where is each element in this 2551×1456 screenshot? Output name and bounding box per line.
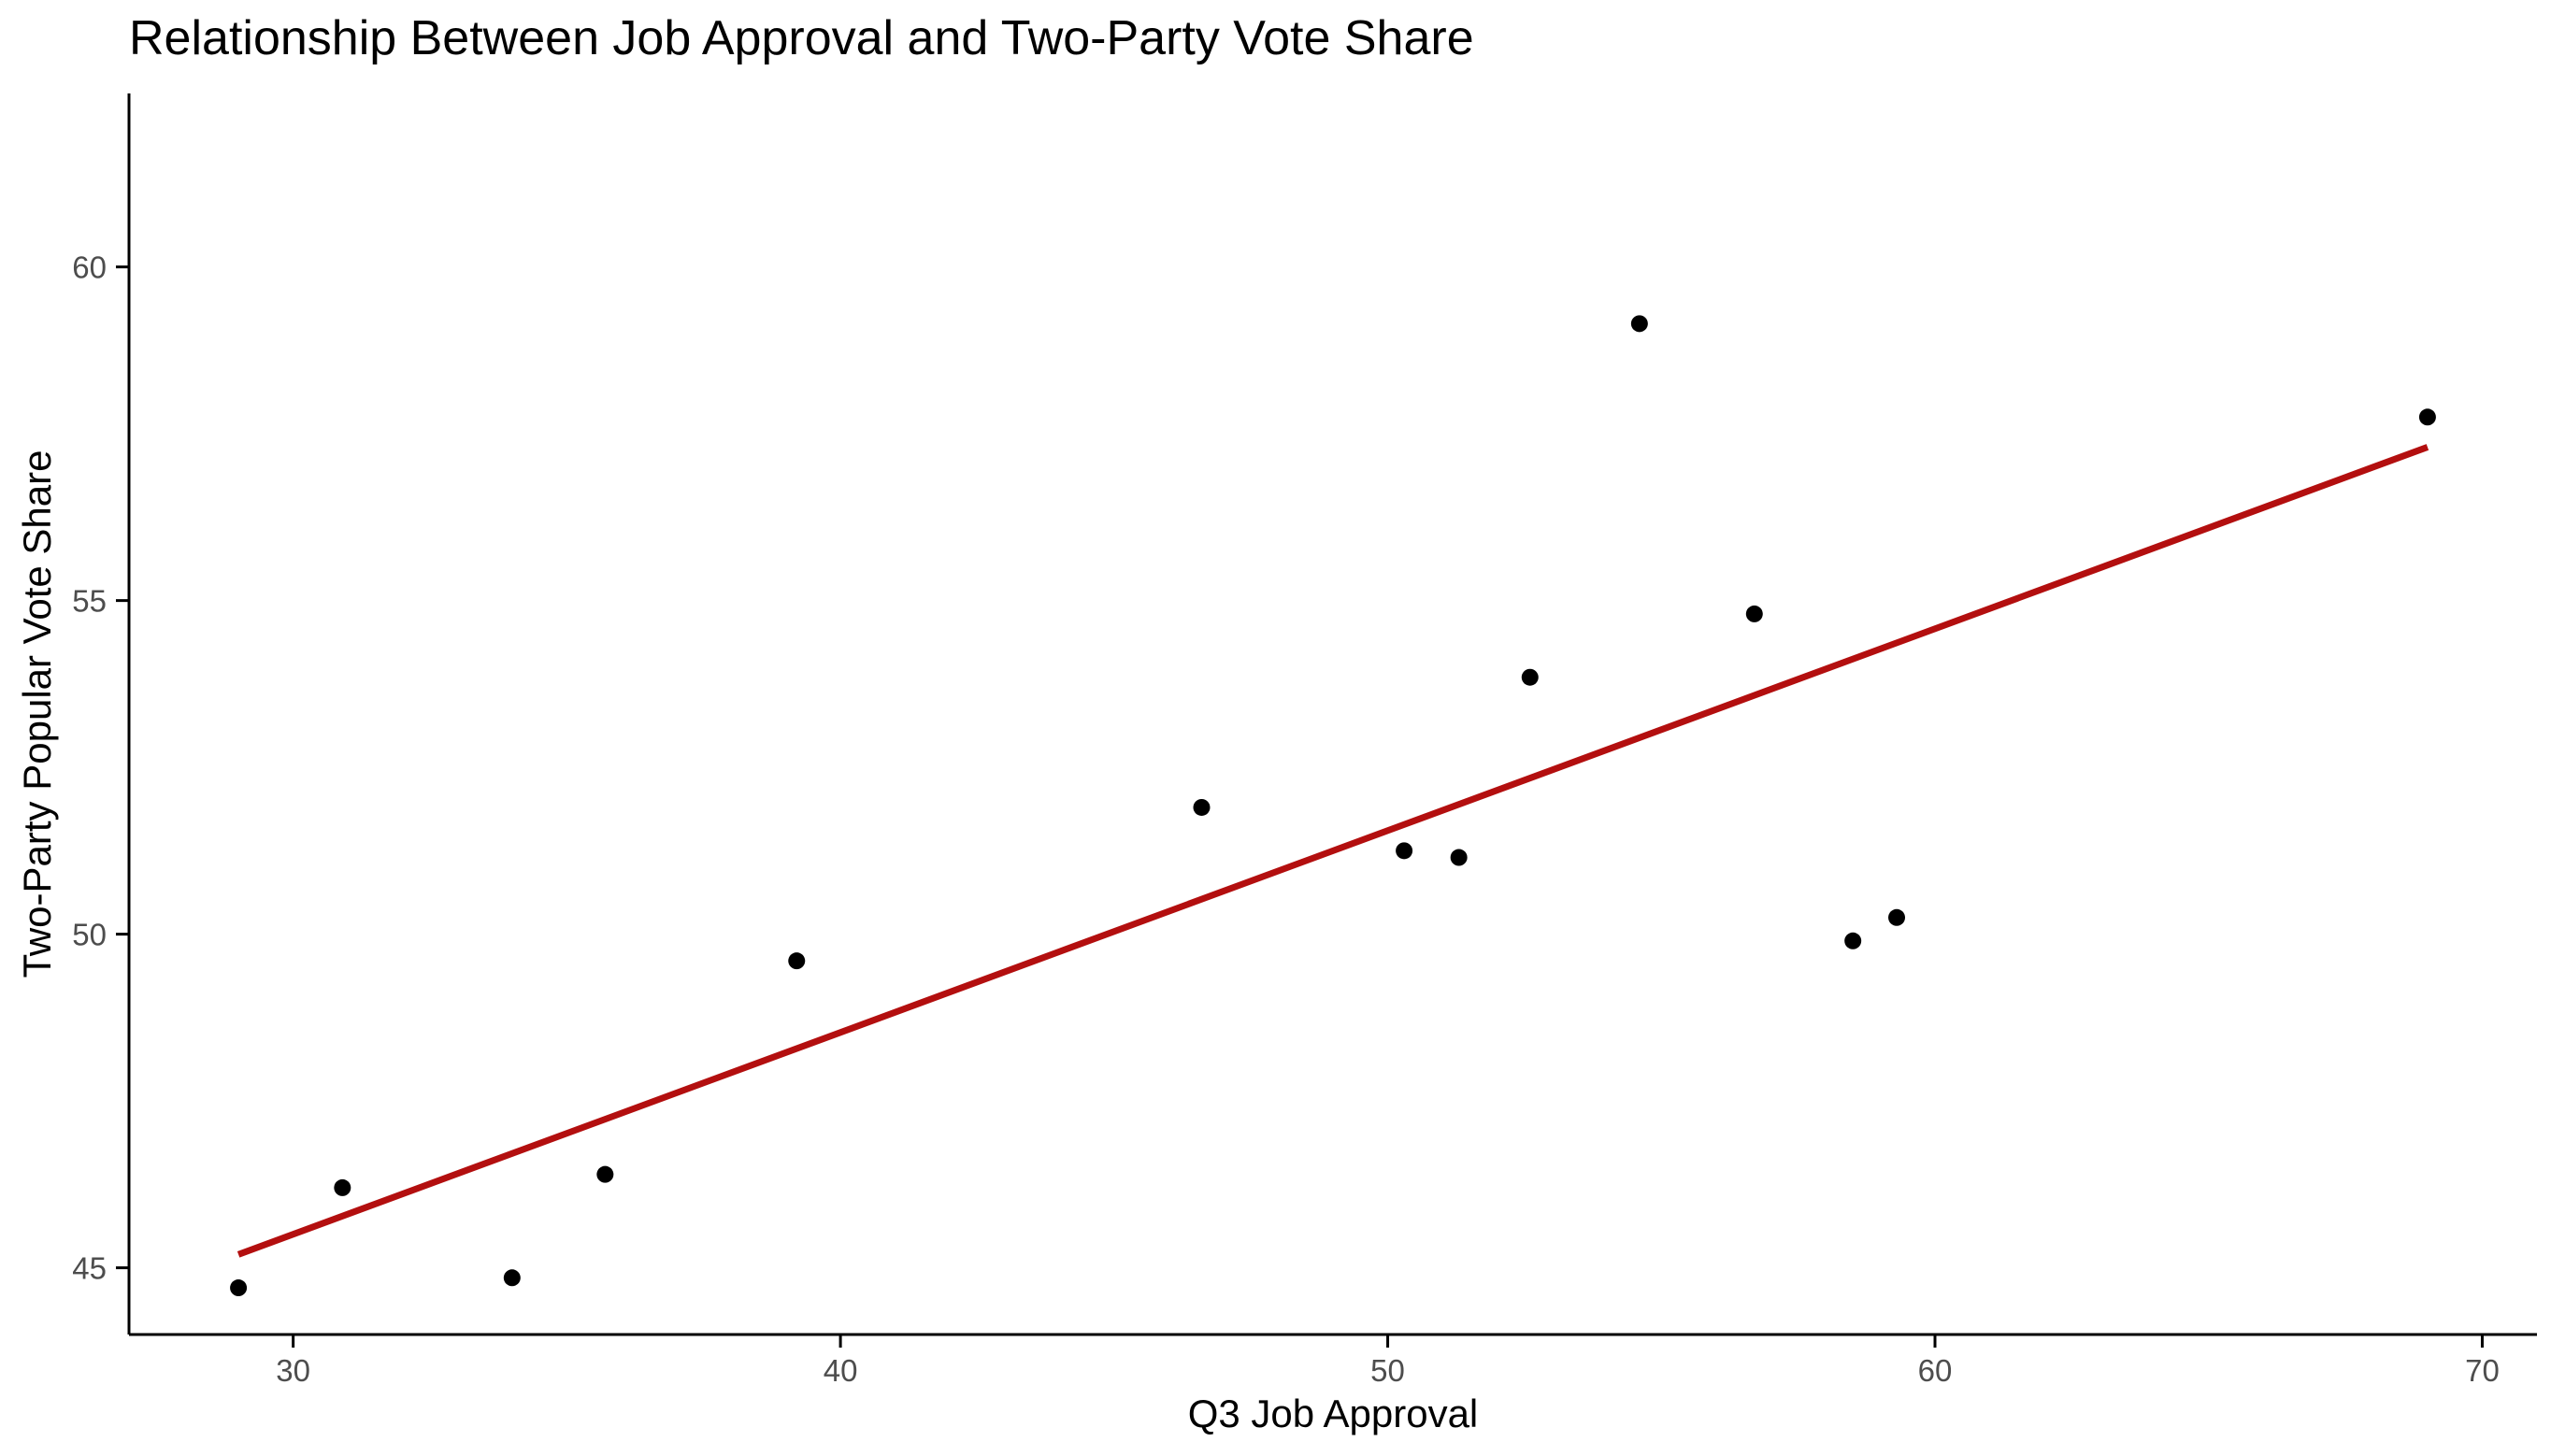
x-tick-label: 30 — [276, 1353, 310, 1388]
x-tick-label: 60 — [1918, 1353, 1953, 1388]
chart-title: Relationship Between Job Approval and Tw… — [129, 11, 1474, 65]
y-tick-label: 45 — [72, 1251, 107, 1286]
x-tick-label: 70 — [2465, 1353, 2500, 1388]
x-tick-label: 40 — [824, 1353, 858, 1388]
data-point — [2418, 408, 2436, 426]
fit-line — [236, 444, 2429, 1258]
y-tick-label: 55 — [72, 584, 107, 619]
data-point — [1450, 849, 1468, 866]
x-axis-ticks: 30 40 50 60 70 — [276, 1335, 2500, 1388]
y-tick-label: 50 — [72, 918, 107, 952]
data-point — [1521, 668, 1539, 686]
data-point — [1396, 842, 1413, 860]
data-point — [1888, 908, 1906, 926]
y-axis-ticks: 45 50 55 60 — [72, 250, 129, 1286]
y-tick-label: 60 — [72, 250, 107, 285]
data-point — [1844, 932, 1862, 949]
data-point — [503, 1269, 521, 1287]
data-point — [1630, 315, 1648, 333]
data-point — [1745, 605, 1763, 622]
data-point — [788, 952, 806, 970]
data-point — [596, 1165, 614, 1183]
plot-area — [230, 315, 2436, 1297]
data-point — [1193, 798, 1211, 816]
x-axis-title: Q3 Job Approval — [1188, 1392, 1479, 1435]
data-point — [230, 1279, 248, 1297]
x-tick-label: 50 — [1370, 1353, 1405, 1388]
y-axis-title: Two-Party Popular Vote Share — [15, 450, 59, 978]
data-point — [334, 1178, 351, 1196]
